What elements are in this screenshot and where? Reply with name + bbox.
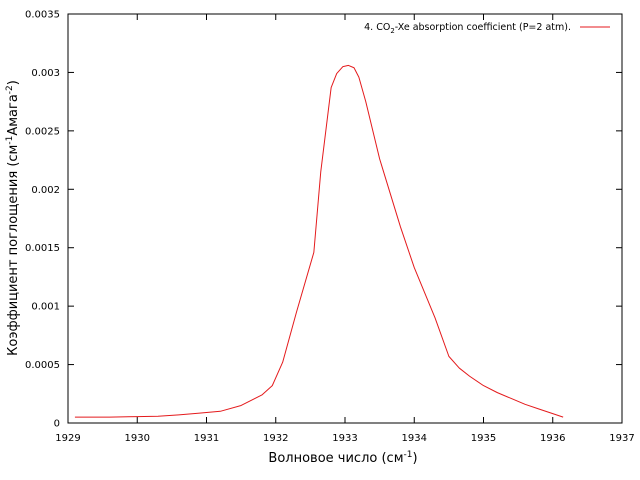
plot-frame xyxy=(67,13,623,424)
x-tick-label: 1930 xyxy=(125,433,150,444)
y-axis-label: Коэффициент поглощения (см-1Амага-2) xyxy=(5,80,21,356)
x-tick-label: 1934 xyxy=(402,433,427,444)
legend-label: 4. CO2-Xe absorption coefficient (P=2 at… xyxy=(364,22,571,35)
y-tick-label: 0.001 xyxy=(31,302,60,313)
y-tick-label: 0.0025 xyxy=(25,126,60,137)
y-tick-label: 0.0005 xyxy=(25,360,60,371)
legend: 4. CO2-Xe absorption coefficient (P=2 at… xyxy=(364,22,610,35)
y-tick-label: 0.002 xyxy=(31,185,60,196)
series-layer xyxy=(74,64,564,418)
y-tick-label: 0 xyxy=(54,419,60,430)
y-tick-label: 0.0015 xyxy=(25,243,60,254)
x-tick-label: 1929 xyxy=(55,433,80,444)
x-tick-label: 1935 xyxy=(471,433,496,444)
x-tick-label: 1937 xyxy=(609,433,634,444)
y-tick-label: 0.003 xyxy=(31,68,60,79)
tick-labels: 1929 1930 1931 1932 1933 1934 1935 1936 1937 0 0.0… xyxy=(25,10,635,445)
x-tick-label: 1932 xyxy=(263,433,288,444)
ticks xyxy=(67,13,623,424)
y-tick-label: 0.0035 xyxy=(25,10,60,21)
series-line xyxy=(74,64,564,418)
x-tick-label: 1933 xyxy=(332,433,357,444)
x-tick-label: 1936 xyxy=(540,433,565,444)
x-tick-label: 1931 xyxy=(194,433,219,444)
x-axis-label: Волновое число (см-1) xyxy=(268,450,417,466)
